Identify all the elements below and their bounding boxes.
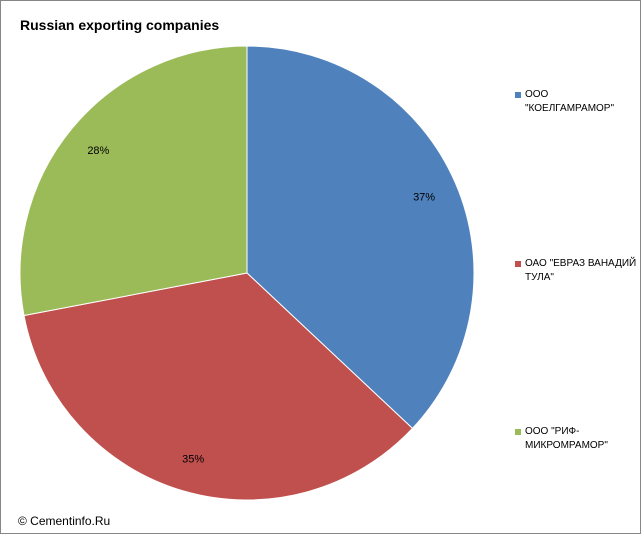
slice-label-evraz: 35% [182,453,204,465]
pie-slice-rif [19,45,248,317]
pie-slice-koelgamramor [246,45,475,430]
slice-label-koelgamramor: 37% [413,191,435,203]
legend-item-evraz: ОАО "ЕВРАЗ ВАНАДИЙ ТУЛА" [515,257,637,285]
legend-label-line1: ОАО "ЕВРАЗ ВАНАДИЙ [525,258,637,269]
legend-item-rif: ООО "РИФ- МИКРОМРАМОР" [515,425,637,453]
legend-label-line1: ООО "РИФ- [525,426,580,437]
chart-title: Russian exporting companies [20,17,220,33]
legend-swatch-red [515,261,521,267]
copyright-text: © Cementinfo.Ru [18,514,111,528]
legend-label-line2: МИКРОМРАМОР" [525,440,608,451]
slice-label-rif: 28% [87,145,109,157]
pie-slice-evraz [23,272,414,501]
legend-label: ООО "КОЕЛГАМРАМОР" [525,89,615,114]
legend-swatch-green [515,429,521,435]
legend-label-line2: ТУЛА" [525,272,554,283]
legend-swatch-blue [515,92,521,98]
legend-item-koelgamramor: ООО "КОЕЛГАМРАМОР" [515,88,637,116]
